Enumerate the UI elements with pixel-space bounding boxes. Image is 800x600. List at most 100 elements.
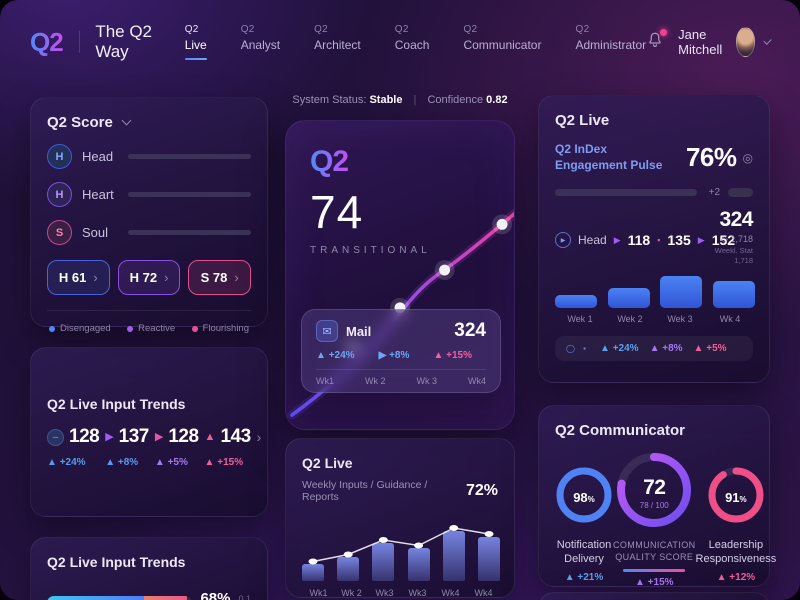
legend-dot (49, 325, 55, 332)
avatar[interactable] (735, 27, 756, 57)
weekly-axis-labels: Wk1 Wk 2 Wk3 Wk3 Wk4 Wk4 (302, 588, 500, 598)
peek-card (538, 592, 770, 600)
overall-score: 74 (310, 186, 364, 238)
bar-segment (47, 596, 145, 600)
trend-more-chevron[interactable]: › (256, 429, 262, 445)
gauge-value: 98% (573, 490, 595, 505)
delta-badge: ▲ +8% (649, 343, 683, 355)
overlay-line (308, 525, 494, 565)
gauge-leadership-responsiveness: 91% Leadership Responsiveness ▲ +12% (695, 450, 777, 583)
weekly-bar (337, 557, 360, 581)
heart-progress-bar (128, 192, 251, 197)
nav-item-analyst[interactable]: Q2 Analyst (241, 24, 280, 60)
input-trends-card-2: Q2 Live Input Trends 68% 0.1 (30, 537, 268, 600)
triangle-right-icon: ▶ (613, 234, 621, 245)
pulse-axis-labels: Wek 1 Wek 2 Wek 3 Wk 4 (555, 314, 755, 324)
chip-s78[interactable]: S 78 › (188, 260, 252, 295)
legend-label: Flourishing (202, 323, 249, 334)
stat-delta: ▲ +24% (47, 457, 86, 468)
nav-label: Communicator (463, 38, 542, 52)
pulse-bar (607, 288, 650, 309)
minus-circle-icon: – (47, 428, 64, 446)
pulse-metrics: ▶ Head ▶ 118 ▪ 135 ▶ 152 324 ◇ 1,718 Wee… (555, 208, 754, 266)
stat-value: 137 (118, 426, 150, 447)
main-nav: Q2 Live Q2 Analyst Q2 Architect Q2 Coach… (184, 24, 646, 60)
nav-item-communicator[interactable]: Q2 Communicator (463, 24, 541, 60)
score-row-label: Soul (82, 225, 109, 240)
chevron-right-icon: › (164, 270, 169, 285)
score-row-heart: H Heart (47, 182, 251, 207)
head-play-icon: ▶ (555, 232, 571, 249)
card-title: Q2 Communicator (555, 422, 686, 439)
head-badge: H (47, 144, 72, 169)
triangle-right-icon: ▶ (105, 430, 114, 443)
legend-label: Reactive (138, 323, 176, 334)
notifications-button[interactable] (646, 28, 668, 54)
week-label: Wk 2 (364, 376, 386, 386)
stat-value: 128 (69, 426, 100, 447)
score-dropdown-chevron-icon[interactable] (121, 115, 132, 126)
legend-label: Disengaged (60, 323, 111, 334)
weekly-bar-label: Wk3 (408, 588, 427, 598)
gauge-label: Leadership Responsiveness (695, 539, 777, 566)
nav-eyebrow: Q2 (240, 24, 255, 35)
trend-stat: ▶ 137 ▲ +8% (105, 426, 149, 468)
triangle-right-icon: ▶ (697, 234, 705, 245)
stacked-progress-bar (47, 596, 193, 600)
card-subtitle: Weekly Inputs / Guidance / Reports (302, 479, 428, 503)
q2-logo: Q2 (310, 145, 349, 178)
chip-h61[interactable]: H 61 › (47, 260, 110, 295)
nav-item-administrator[interactable]: Q2 Administrator (575, 24, 646, 60)
nav-item-architect[interactable]: Q2 Architect (314, 24, 361, 60)
pulse-slider-pill[interactable] (728, 188, 753, 198)
delta-badge: ▶ +8% (378, 350, 410, 361)
header-divider (78, 31, 80, 53)
weekly-bar-label: Wk4 (441, 588, 460, 598)
metric-value: 135 (667, 232, 691, 249)
pulse-progress-bar (555, 189, 697, 197)
weekly-bar (477, 537, 500, 581)
pulse-bar-label: Wek 2 (617, 314, 643, 325)
profile-chevron-down-icon[interactable] (763, 36, 772, 45)
chip-h72[interactable]: H 72 › (117, 260, 181, 295)
score-chips: H 61 › H 72 › S 78 › (47, 260, 252, 295)
bell-icon (649, 32, 661, 47)
card-title: Q2 Live (555, 112, 610, 129)
tooltip-value: 324 (454, 320, 486, 341)
week-label: Wk 3 (416, 376, 437, 386)
chip-label: H 61 (58, 270, 87, 285)
q2-logo: Q2 (30, 26, 64, 57)
gauge-row: 98% Notification Delivery ▲ +21% 72 78 / (555, 450, 776, 589)
nav-item-live[interactable]: Q2 Live (184, 24, 207, 60)
week-label: Wk4 (467, 376, 486, 386)
chip-label: H 72 (129, 270, 158, 285)
pulse-stat-label: Weekl. Stat 1,718 (714, 246, 753, 265)
nav-item-coach[interactable]: Q2 Coach (395, 24, 430, 60)
stat-delta: ▲ +8% (105, 457, 139, 468)
engagement-pulse-card: Q2 Live Q2 InDex Engagement Pulse 76% ◎ … (538, 95, 770, 383)
score-row-label: Heart (82, 187, 114, 202)
gauge-value: 91% (725, 490, 747, 505)
tooltip-deltas: ▲ +24% ▶ +8% ▲ +15% (316, 350, 486, 361)
mail-icon: ✉ (316, 320, 338, 342)
trend-bar-row: 68% 0.1 (47, 590, 251, 600)
divider (47, 310, 251, 311)
q2-score-card: Q2 Score H Head H Heart S Soul H 61 › H … (30, 97, 268, 334)
soul-progress-bar (128, 230, 251, 235)
ring-gauge (708, 467, 764, 523)
stat-value: 128 (168, 426, 199, 447)
pulse-total-sub: ◇ 1,718 (721, 234, 753, 245)
tooltip-week-labels: Wk1 Wk 2 Wk 3 Wk4 (316, 376, 486, 386)
pulse-total: 324 (719, 208, 753, 232)
triangle-right-icon: ▶ (154, 430, 164, 443)
system-status-bar: System Status: Stable | Confidence 0.82 (285, 94, 515, 106)
pulse-bar (555, 295, 597, 309)
target-icon: ◎ (742, 150, 753, 165)
trend-note: 0.1 (238, 594, 251, 600)
delta-badge: ▲ +15% (634, 577, 674, 589)
weekly-percentage: 72% (465, 482, 498, 499)
app-title: The Q2 Way (95, 22, 153, 61)
chevron-right-icon: › (93, 270, 98, 285)
metric-value: 118 (627, 232, 651, 249)
nav-label: Administrator (575, 38, 647, 52)
